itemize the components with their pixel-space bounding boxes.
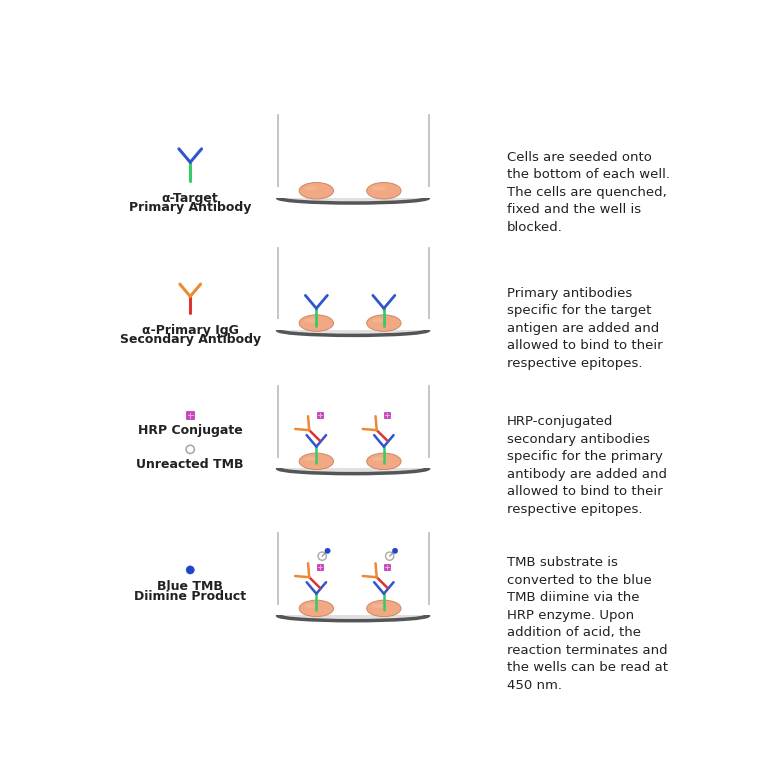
Bar [384,412,390,418]
Text: TMB substrate is
converted to the blue
TMB diimine via the
HRP enzyme. Upon
addi: TMB substrate is converted to the blue T… [507,556,668,692]
Ellipse shape [367,601,401,617]
Ellipse shape [367,183,401,199]
Ellipse shape [304,457,318,461]
Polygon shape [272,319,435,330]
Ellipse shape [304,319,318,322]
Ellipse shape [299,601,334,617]
Circle shape [186,566,194,574]
Text: Diimine Product: Diimine Product [134,590,246,603]
Text: Primary Antibody: Primary Antibody [129,200,251,213]
Text: Secondary Antibody: Secondary Antibody [120,333,261,346]
Ellipse shape [367,315,401,332]
Bar [316,564,323,570]
Ellipse shape [299,315,334,332]
Text: α-Primary IgG: α-Primary IgG [142,324,238,337]
Text: Unreacted TMB: Unreacted TMB [137,458,244,471]
Polygon shape [277,248,429,330]
Ellipse shape [372,457,386,461]
Polygon shape [272,458,435,468]
Text: HRP Conjugate: HRP Conjugate [138,424,243,437]
Ellipse shape [372,186,386,190]
Ellipse shape [277,610,429,620]
Text: Blue TMB: Blue TMB [157,580,223,593]
Polygon shape [277,386,429,468]
Ellipse shape [299,183,334,199]
Ellipse shape [299,453,334,470]
Ellipse shape [277,193,429,203]
Text: HRP-conjugated
secondary antibodies
specific for the primary
antibody are added : HRP-conjugated secondary antibodies spec… [507,415,667,516]
Bar [186,411,195,419]
Ellipse shape [372,319,386,322]
Polygon shape [272,604,435,615]
Bar [384,564,390,570]
Polygon shape [277,533,429,615]
Ellipse shape [277,325,429,335]
Bar [316,412,323,418]
Text: α-Target: α-Target [162,192,219,205]
Ellipse shape [304,604,318,608]
Ellipse shape [367,453,401,470]
Circle shape [393,548,398,553]
Text: Cells are seeded onto
the bottom of each well.
The cells are quenched,
fixed and: Cells are seeded onto the bottom of each… [507,151,670,234]
Ellipse shape [372,604,386,608]
Text: Primary antibodies
specific for the target
antigen are added and
allowed to bind: Primary antibodies specific for the targ… [507,287,662,370]
Polygon shape [277,115,429,198]
Circle shape [325,548,330,553]
Ellipse shape [304,186,318,190]
Ellipse shape [277,463,429,474]
Polygon shape [272,187,435,198]
